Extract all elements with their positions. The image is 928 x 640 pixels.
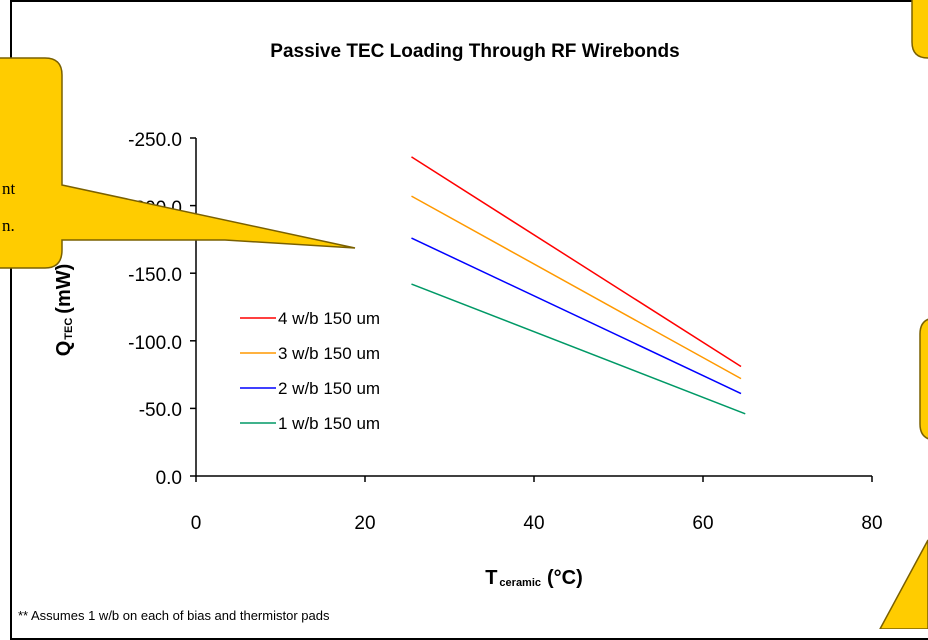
series-line [411,195,742,380]
callout-text-line2: n. [2,216,15,235]
y-tick-label: -100.0 [128,333,182,354]
series-line [411,283,746,415]
series-line [411,237,742,395]
series-line [411,156,742,368]
y-tick-label: -50.0 [139,400,182,421]
chart-frame [10,0,928,640]
axis-ticks [190,137,873,482]
y-axis-title: QTEC(mW) [53,264,75,357]
callout-left-shape [0,57,356,269]
legend: 4 w/b 150 um 3 w/b 150 um 2 w/b 150 um 1 w/… [240,309,380,433]
callout-text-line1: nt [2,179,16,198]
legend-label: 4 w/b 150 um [278,309,380,328]
legend-label: 2 w/b 150 um [278,379,380,398]
chart-title: Passive TEC Loading Through RF Wirebonds [270,41,679,62]
y-tick-label: -150.0 [128,265,182,286]
callout-top-right-shape [911,0,928,59]
y-tick-labels: 0.0 -50.0 -100.0 -150.0 -200.0 -250.0 [128,130,182,489]
legend-label: 3 w/b 150 um [278,344,380,363]
series-lines [411,156,746,415]
x-tick-label: 0 [191,513,202,534]
x-tick-label: 20 [354,513,375,534]
x-tick-label: 40 [523,513,544,534]
y-tick-label: 0.0 [156,468,182,489]
callout-bubble-left: nt n. [0,57,356,269]
x-tick-label: 80 [861,513,882,534]
callout-bottom-right-pointer [879,539,928,629]
x-tick-labels: 0 20 40 60 80 [191,513,883,534]
callout-right-middle-shape [919,318,928,440]
legend-label: 1 w/b 150 um [278,414,380,433]
footnote: ** Assumes 1 w/b on each of bias and the… [18,608,330,623]
y-tick-label: -250.0 [128,130,182,151]
x-tick-label: 60 [692,513,713,534]
